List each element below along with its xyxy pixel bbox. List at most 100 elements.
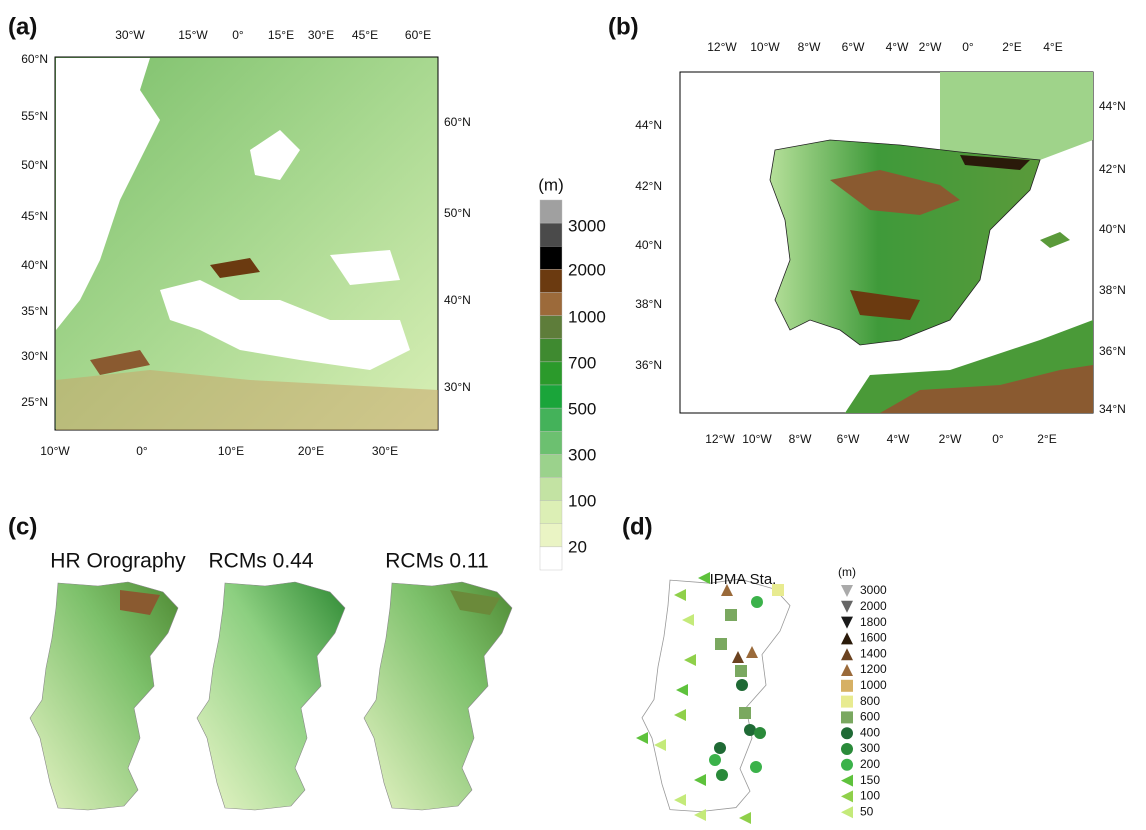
stations bbox=[636, 572, 784, 824]
marker bbox=[841, 743, 853, 755]
map-title: RCMs 0.44 bbox=[208, 550, 313, 573]
colorbar: (m) 3000 2000 1000 700 500 300 100 20 bbox=[538, 175, 606, 571]
marker bbox=[841, 616, 853, 629]
colorbar-label: 700 bbox=[568, 353, 596, 372]
left-tick-label: 55°N bbox=[21, 109, 48, 123]
pyrenees bbox=[960, 155, 1030, 170]
legend-unit: (m) bbox=[838, 565, 856, 579]
bottom-tick-label: 10°W bbox=[40, 444, 70, 458]
legend-label: 1400 bbox=[860, 646, 887, 660]
legend-label: 1200 bbox=[860, 662, 887, 676]
marker bbox=[841, 774, 853, 787]
mediterranean bbox=[160, 280, 410, 370]
colorbar-box bbox=[539, 477, 563, 501]
marker bbox=[674, 709, 686, 721]
colorbar-box bbox=[539, 269, 563, 293]
right-tick-label: 40°N bbox=[1099, 222, 1126, 236]
marker bbox=[654, 739, 666, 751]
iberia bbox=[769, 139, 1041, 346]
colorbar-box bbox=[539, 384, 563, 409]
top-tick-label: 15°W bbox=[178, 28, 208, 42]
marker bbox=[739, 707, 751, 719]
colorbar-box bbox=[539, 361, 563, 386]
legend-label: 400 bbox=[860, 725, 880, 739]
top-tick-label: 30°E bbox=[308, 28, 334, 42]
top-tick-label: 12°W bbox=[707, 40, 737, 54]
colorbar-box bbox=[539, 454, 563, 478]
bottom-tick-label: 12°W bbox=[705, 432, 735, 446]
legend-label: 150 bbox=[860, 773, 880, 787]
marker bbox=[744, 724, 756, 736]
france bbox=[940, 72, 1093, 170]
panel-label: (d) bbox=[622, 513, 653, 540]
marker bbox=[684, 654, 696, 666]
legend-label: 1600 bbox=[860, 631, 887, 645]
top-tick-label: 2°W bbox=[919, 40, 942, 54]
sierra-nevada bbox=[850, 290, 920, 320]
balearics bbox=[1040, 232, 1070, 248]
left-tick-label: 42°N bbox=[635, 179, 662, 193]
bottom-tick-label: 6°W bbox=[837, 432, 860, 446]
right-tick-label: 50°N bbox=[444, 206, 471, 220]
legend-label: 50 bbox=[860, 804, 874, 818]
colorbar-label: 2000 bbox=[568, 260, 606, 279]
left-tick-label: 35°N bbox=[21, 304, 48, 318]
map-portugal-044 bbox=[196, 581, 346, 811]
bottom-tick-label: 0° bbox=[136, 444, 148, 458]
marker bbox=[746, 646, 758, 658]
marker bbox=[754, 727, 766, 739]
colorbar-label: 300 bbox=[568, 445, 596, 464]
right-tick-label: 42°N bbox=[1099, 162, 1126, 176]
rif bbox=[880, 365, 1093, 413]
colorbar-box bbox=[539, 338, 563, 363]
marker bbox=[841, 679, 853, 692]
right-tick-label: 34°N bbox=[1099, 402, 1126, 416]
top-tick-label: 15°E bbox=[268, 28, 294, 42]
map-iberia bbox=[679, 71, 1094, 414]
colorbar-label: 3000 bbox=[568, 216, 606, 235]
marker bbox=[841, 806, 853, 819]
map-portugal-hr bbox=[29, 581, 179, 811]
atlantic bbox=[56, 58, 160, 330]
left-tick-label: 36°N bbox=[635, 358, 662, 372]
marker bbox=[715, 638, 727, 650]
colorbar-label: 100 bbox=[568, 491, 596, 510]
right-tick-label: 60°N bbox=[444, 115, 471, 129]
top-tick-label: 30°W bbox=[115, 28, 145, 42]
black-sea bbox=[330, 250, 400, 285]
left-tick-label: 25°N bbox=[21, 395, 48, 409]
marker bbox=[739, 812, 751, 824]
legend-label: 2000 bbox=[860, 599, 887, 613]
map-title: HR Orography bbox=[50, 550, 186, 573]
marker bbox=[721, 584, 733, 596]
left-tick-label: 38°N bbox=[635, 297, 662, 311]
marker bbox=[716, 769, 728, 781]
marker bbox=[735, 665, 747, 677]
top-tick-label: 10°W bbox=[750, 40, 780, 54]
marker bbox=[841, 648, 853, 661]
panel-label: (c) bbox=[8, 513, 37, 540]
legend-label: 100 bbox=[860, 789, 880, 803]
baltic bbox=[250, 130, 300, 180]
alps bbox=[210, 258, 260, 278]
right-tick-label: 36°N bbox=[1099, 344, 1126, 358]
marker bbox=[841, 695, 853, 708]
top-tick-label: 60°E bbox=[405, 28, 431, 42]
legend-label: 800 bbox=[860, 694, 880, 708]
map-europe bbox=[54, 56, 439, 431]
right-tick-label: 44°N bbox=[1099, 99, 1126, 113]
marker bbox=[841, 727, 853, 740]
marker bbox=[841, 632, 853, 645]
marker bbox=[841, 790, 853, 803]
colorbar-label: 500 bbox=[568, 399, 596, 418]
legend-label: 600 bbox=[860, 710, 880, 724]
marker bbox=[751, 596, 763, 608]
marker bbox=[676, 684, 688, 696]
legend-label: 200 bbox=[860, 757, 880, 771]
marker bbox=[841, 758, 853, 771]
colorbar-box bbox=[539, 500, 563, 524]
marker bbox=[714, 742, 726, 754]
bottom-tick-label: 8°W bbox=[789, 432, 812, 446]
marker bbox=[736, 679, 748, 691]
map-title: IPMA Sta. bbox=[710, 571, 777, 588]
